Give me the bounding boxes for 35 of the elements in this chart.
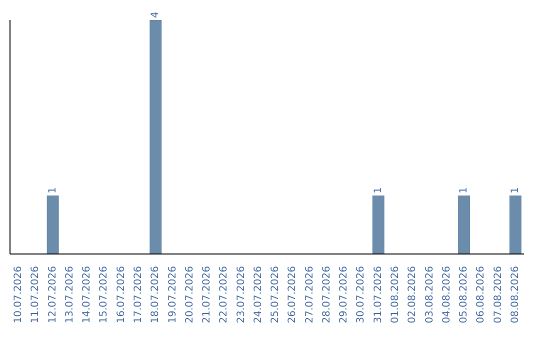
x-tick-label: 23.07.2026 xyxy=(236,266,247,324)
x-tick-label: 27.07.2026 xyxy=(304,266,316,324)
x-tick-label: 13.07.2026 xyxy=(64,266,76,324)
x-tick-label: 29.07.2026 xyxy=(338,266,350,324)
x-tick-label: 11.07.2026 xyxy=(30,266,42,324)
x-tick-label: 03.08.2026 xyxy=(424,266,436,324)
x-tick-label: 31.07.2026 xyxy=(372,266,384,324)
x-tick-label: 21.07.2026 xyxy=(202,266,213,324)
x-tick-label: 19.07.2026 xyxy=(167,266,178,324)
x-tick-label: 22.07.2026 xyxy=(218,266,230,324)
data-label: 1 xyxy=(510,187,521,194)
data-label: 4 xyxy=(150,12,162,18)
x-tick-label: 10.07.2026 xyxy=(13,266,24,324)
x-tick-label: 08.08.2026 xyxy=(510,266,521,324)
x-tick-label: 07.08.2026 xyxy=(492,266,504,324)
x-tick-label: 12.07.2026 xyxy=(47,266,58,324)
data-label: 1 xyxy=(372,187,384,194)
x-tick-label: 30.07.2026 xyxy=(356,266,367,324)
x-tick-label: 20.07.2026 xyxy=(184,266,196,324)
x-tick-label: 25.07.2026 xyxy=(270,266,282,324)
x-tick-label: 01.08.2026 xyxy=(390,266,401,324)
x-tick-label: 02.08.2026 xyxy=(407,266,418,324)
x-tick-label: 17.07.2026 xyxy=(133,266,144,324)
x-tick-label: 04.08.2026 xyxy=(441,266,452,324)
x-tick-label: 16.07.2026 xyxy=(116,266,127,324)
x-tick-label: 28.07.2026 xyxy=(321,266,332,324)
x-tick-label: 24.07.2026 xyxy=(252,266,264,324)
x-tick-label: 05.08.2026 xyxy=(458,266,470,324)
x-tick-label: 18.07.2026 xyxy=(150,266,162,324)
data-label: 1 xyxy=(458,187,470,194)
x-tick-label: 15.07.2026 xyxy=(98,266,110,324)
x-tick-label: 26.07.2026 xyxy=(287,266,298,324)
x-tick-label: 14.07.2026 xyxy=(82,266,93,324)
data-label: 1 xyxy=(47,187,58,194)
x-tick-label: 06.08.2026 xyxy=(476,266,487,324)
